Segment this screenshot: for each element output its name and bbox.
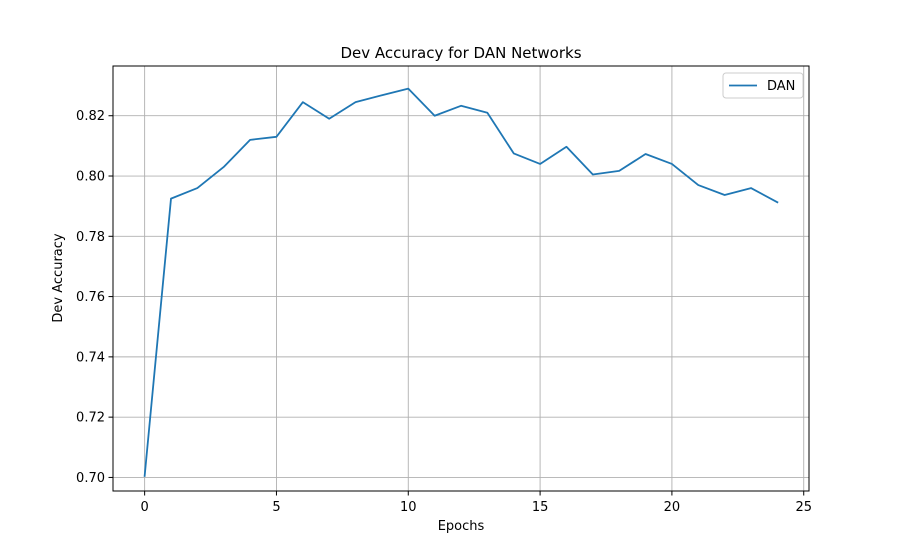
plot-area-frame bbox=[112, 65, 810, 492]
y-tick-label: 0.72 bbox=[76, 411, 105, 426]
y-tick-label: 0.78 bbox=[76, 230, 105, 245]
x-tick-label: 0 bbox=[140, 500, 148, 515]
y-tick-label: 0.80 bbox=[76, 170, 105, 185]
x-tick-label: 10 bbox=[400, 500, 417, 515]
chart-title: Dev Accuracy for DAN Networks bbox=[340, 44, 581, 62]
y-tick-label: 0.74 bbox=[76, 350, 105, 365]
x-tick-label: 5 bbox=[272, 500, 280, 515]
y-tick-label: 0.70 bbox=[76, 471, 105, 486]
legend: DAN bbox=[722, 72, 804, 99]
grid-lines bbox=[113, 66, 809, 491]
y-axis-label: Dev Accuracy bbox=[51, 233, 66, 322]
y-tick-label: 0.82 bbox=[76, 109, 105, 124]
series-line-dan bbox=[143, 87, 779, 477]
series-layer bbox=[143, 87, 779, 477]
x-axis-label: Epochs bbox=[438, 519, 485, 534]
axis-ticks: 0 5 10 15 20 25 0.70 0.72 0.74 0.76 0.78 0.80 0.82 bbox=[76, 109, 812, 515]
legend-box bbox=[722, 72, 804, 99]
x-tick-label: 15 bbox=[532, 500, 549, 515]
legend-label-dan: DAN bbox=[767, 79, 795, 94]
y-tick-label: 0.76 bbox=[76, 290, 105, 305]
x-tick-label: 25 bbox=[795, 500, 812, 515]
x-tick-label: 20 bbox=[664, 500, 681, 515]
